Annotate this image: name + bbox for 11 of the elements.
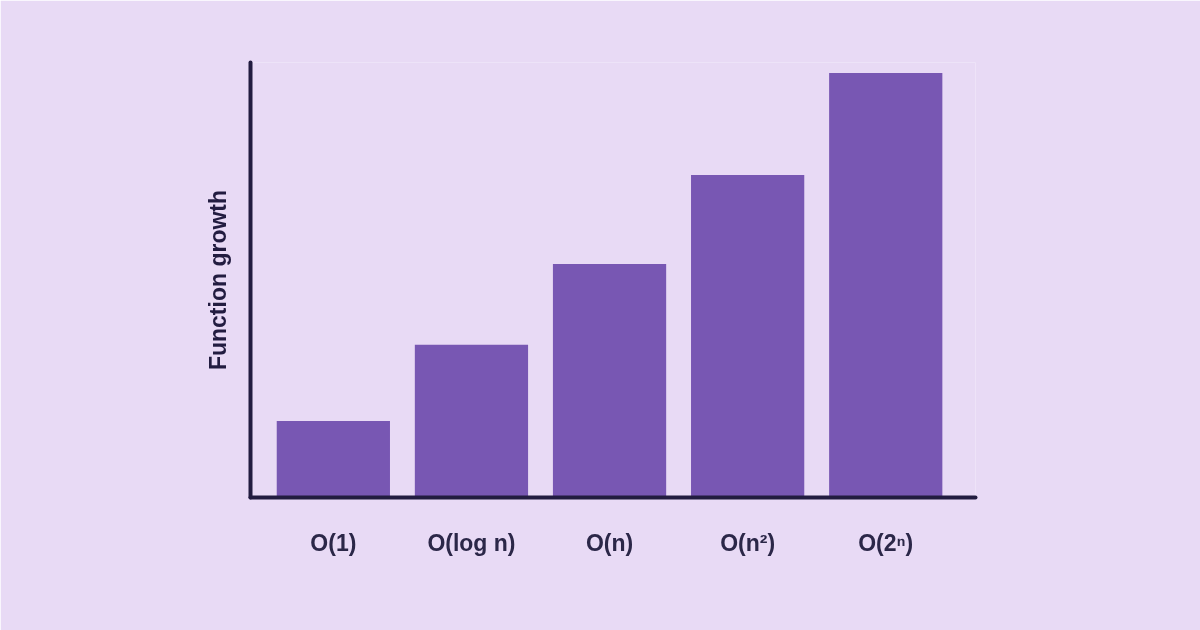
- x-tick-label: O(2ⁿ): [858, 529, 914, 556]
- y-axis-title: Function growth: [204, 189, 231, 371]
- bar: [829, 73, 943, 498]
- x-tick-label: O(1): [310, 529, 357, 556]
- x-tick-label: O(n²): [720, 529, 776, 556]
- bar: [276, 421, 390, 498]
- bar: [552, 264, 667, 498]
- bar: [691, 174, 805, 498]
- bar: [414, 344, 529, 498]
- x-tick-label: O(log n): [427, 529, 516, 556]
- x-tick-label: O(n): [585, 529, 634, 556]
